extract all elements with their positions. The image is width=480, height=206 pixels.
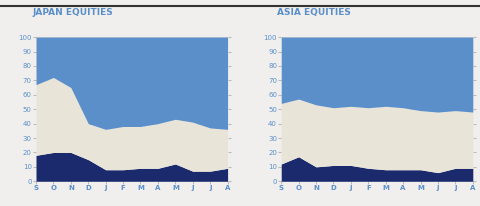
Text: JAPAN EQUITIES: JAPAN EQUITIES (32, 8, 113, 17)
Text: ASIA EQUITIES: ASIA EQUITIES (277, 8, 351, 17)
